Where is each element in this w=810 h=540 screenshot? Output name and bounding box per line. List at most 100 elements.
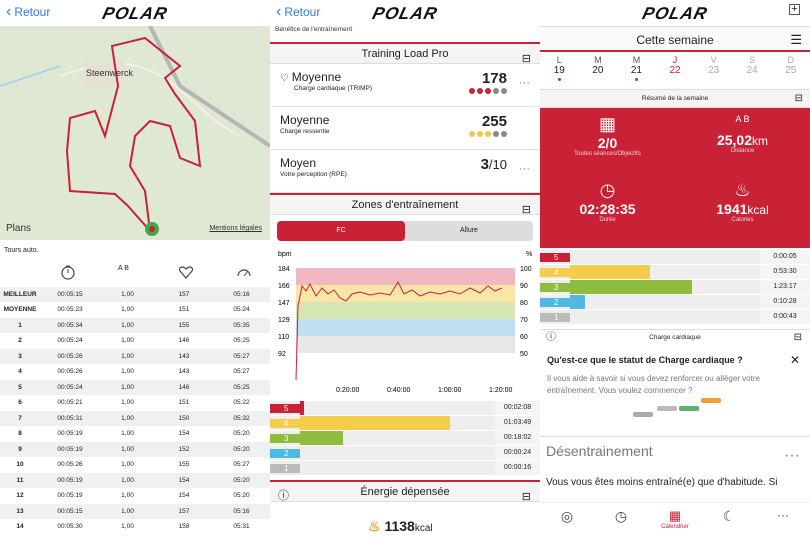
metric-cardio-load[interactable]: ♡ Moyenne Charge cardiaque (TRIMP) 178 ·… bbox=[270, 64, 540, 107]
table-cell: 00:05:15 bbox=[57, 507, 83, 515]
zone-time: 0:00:05 bbox=[760, 250, 810, 264]
day-25[interactable]: D 25 bbox=[785, 55, 797, 76]
zone-bar-row: 2 00:00:24 bbox=[270, 446, 540, 461]
zone-bars: 5 00:02:08 4 01:03:49 3 00:18:02 2 00:00:24 1 00:… bbox=[270, 401, 540, 476]
table-cell: 10 bbox=[16, 461, 24, 469]
table-cell: 05:16 bbox=[233, 290, 250, 298]
menu-icon[interactable]: ☰ bbox=[790, 32, 802, 47]
stopwatch-icon: ◷ bbox=[614, 508, 628, 524]
table-cell: 00:05:26 bbox=[57, 352, 83, 360]
close-icon[interactable]: ✕ bbox=[789, 353, 800, 367]
expand-icon[interactable]: ⊟ bbox=[521, 53, 531, 65]
polar-logo: POLAR bbox=[370, 4, 440, 23]
back-button[interactable]: ‹ Retour bbox=[276, 3, 321, 20]
table-cell: 154 bbox=[178, 492, 190, 500]
expand-icon[interactable]: ⊟ bbox=[794, 93, 803, 104]
table-cell: 05:20 bbox=[233, 476, 250, 484]
day-21[interactable]: M 21 bbox=[617, 52, 656, 89]
tours-label: Tours auto. bbox=[4, 247, 39, 254]
more-icon[interactable]: ··· bbox=[519, 163, 530, 175]
nav-calendar[interactable]: ▦ Calendrier bbox=[661, 508, 689, 530]
activity-dot bbox=[634, 78, 638, 81]
table-cell: 9 bbox=[18, 445, 22, 453]
zone-number: 3 bbox=[540, 282, 570, 292]
tick-label: 50 bbox=[520, 351, 528, 358]
table-cell: 05:31 bbox=[233, 523, 250, 531]
tick-label: 90 bbox=[520, 283, 528, 290]
flame-icon: ♨ bbox=[734, 180, 751, 200]
legal-link[interactable]: Mentions légales bbox=[209, 225, 262, 232]
table-cell: 00:05:26 bbox=[57, 368, 83, 376]
table-cell: 157 bbox=[178, 290, 190, 298]
table-cell: 1,00 bbox=[121, 523, 134, 531]
zone-number: 2 bbox=[270, 448, 300, 458]
table-row: MOYENNE 00:05:23 1,00 151 05:24 bbox=[0, 303, 270, 318]
table-cell: 05:35 bbox=[233, 321, 250, 329]
zone-bar-row: 1 0:00:43 bbox=[540, 310, 810, 325]
metric-rpe[interactable]: Moyen Votre perception (RPE) 3/10 ··· bbox=[270, 150, 540, 193]
table-cell: 146 bbox=[178, 337, 190, 345]
day-19[interactable]: L 19 bbox=[540, 52, 579, 89]
tab-allure[interactable]: Allure bbox=[460, 227, 478, 234]
info-icon[interactable]: ⓘ bbox=[546, 332, 556, 343]
table-cell: 7 bbox=[18, 414, 22, 422]
heart-icon: ♡ bbox=[280, 73, 292, 84]
nav-feed[interactable]: ◎ bbox=[540, 503, 594, 540]
table-row: 5 00:05:24 1,00 146 05:25 bbox=[0, 380, 270, 396]
day-23[interactable]: V 23 bbox=[708, 55, 720, 76]
load-dots bbox=[469, 88, 507, 94]
zone-bar-row: 5 00:02:08 bbox=[270, 401, 540, 416]
back-button[interactable]: ‹ Retour bbox=[6, 3, 51, 20]
day-24[interactable]: S 24 bbox=[746, 55, 758, 76]
tick-label: 184 bbox=[278, 266, 290, 273]
expand-icon[interactable]: ⊟ bbox=[521, 491, 531, 503]
table-cell: 154 bbox=[178, 476, 190, 484]
add-icon[interactable]: + bbox=[789, 4, 800, 15]
table-cell: 1,00 bbox=[121, 414, 134, 422]
stopwatch-icon: ◷ bbox=[599, 180, 616, 200]
tab-fc[interactable]: FC bbox=[277, 221, 405, 241]
expand-icon[interactable]: ⊟ bbox=[521, 204, 531, 216]
session-panel: ‹ Retour POLAR Bénéfice de l'entraînement… bbox=[270, 0, 540, 540]
table-cell: 00:05:15 bbox=[57, 290, 83, 298]
table-cell: 00:05:19 bbox=[57, 492, 83, 500]
table-cell: 00:05:34 bbox=[57, 321, 83, 329]
top-bar: ‹ Retour POLAR bbox=[0, 0, 270, 26]
status-illustration bbox=[633, 398, 721, 417]
table-row: 6 00:05:21 1,00 151 05:22 bbox=[0, 396, 270, 411]
table-row: 12 00:05:19 1,00 154 05:20 bbox=[0, 489, 270, 504]
table-row: 7 00:05:31 1,00 150 05:32 bbox=[0, 411, 270, 427]
table-row: 3 00:05:26 1,00 143 05:27 bbox=[0, 349, 270, 365]
route-map[interactable]: Steenwerck Plans Mentions légales bbox=[0, 26, 270, 240]
table-cell: 151 bbox=[178, 399, 190, 407]
zones-header: Zones d'entraînement ⊟ bbox=[270, 193, 540, 216]
table-row: 11 00:05:19 1,00 154 05:20 bbox=[0, 473, 270, 489]
tick-label: 60 bbox=[520, 334, 528, 341]
day-20[interactable]: M 20 bbox=[592, 55, 604, 76]
table-cell: 1,00 bbox=[121, 352, 134, 360]
zone-bar-row: 4 01:03:49 bbox=[270, 416, 540, 431]
tick-label: 0:20:00 bbox=[336, 387, 359, 394]
table-cell: 11 bbox=[16, 476, 24, 484]
stat-calories: ♨ 1941kcal Calories bbox=[675, 180, 810, 223]
metric-perceived-load[interactable]: Moyenne Charge ressentie 255 bbox=[270, 107, 540, 150]
calendar-icon: ▦ bbox=[668, 508, 682, 523]
top-bar: ‹ Retour POLAR bbox=[270, 0, 540, 26]
more-icon[interactable]: ··· bbox=[519, 77, 530, 89]
table-cell: 05:27 bbox=[233, 461, 250, 469]
info-icon[interactable]: ⓘ bbox=[278, 490, 289, 502]
table-cell: 143 bbox=[178, 352, 190, 360]
day-22[interactable]: J 22 bbox=[669, 55, 681, 76]
bottom-nav: ◎ ◷ ▦ Calendrier ☾ ··· bbox=[540, 502, 810, 540]
nav-sleep[interactable]: ☾ bbox=[702, 503, 756, 540]
map-label-town: Steenwerck bbox=[86, 68, 134, 78]
detraining-card[interactable]: Désentrainement ··· Vous vous êtes moins… bbox=[540, 436, 810, 494]
expand-icon[interactable]: ⊟ bbox=[793, 332, 802, 343]
nav-more[interactable]: ··· bbox=[756, 503, 810, 540]
zone-band bbox=[296, 336, 515, 353]
zone-band bbox=[296, 302, 515, 319]
table-cell: 00:05:21 bbox=[57, 399, 83, 407]
table-cell: 00:05:19 bbox=[57, 445, 83, 453]
more-icon[interactable]: ··· bbox=[784, 447, 800, 464]
nav-stopwatch[interactable]: ◷ bbox=[594, 503, 648, 540]
